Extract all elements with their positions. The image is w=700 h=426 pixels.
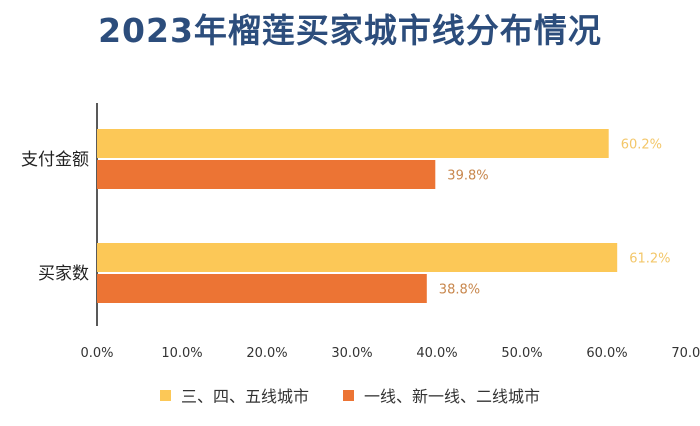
data-label-0-1: 39.8%: [447, 169, 488, 184]
legend-item-tier12: 一线、新一线、二线城市: [343, 383, 540, 407]
x-tick-label-2: 20.0%: [246, 346, 287, 361]
legend-label-tier345: 三、四、五线城市: [180, 387, 309, 406]
data-label-1-0: 61.2%: [629, 252, 670, 267]
x-tick-label-4: 40.0%: [416, 346, 457, 361]
x-tick-label-3: 30.0%: [331, 346, 372, 361]
bar-1-0: [97, 243, 618, 272]
x-tick-label-5: 50.0%: [501, 346, 542, 361]
category-label-1: 买家数: [38, 264, 89, 284]
category-label-0: 支付金额: [21, 150, 89, 170]
bar-1-1: [97, 274, 427, 303]
legend-label-tier12: 一线、新一线、二线城市: [364, 387, 541, 406]
x-tick-label-6: 60.0%: [586, 346, 627, 361]
legend: 三、四、五线城市 一线、新一线、二线城市: [0, 383, 700, 407]
data-label-0-0: 60.2%: [621, 138, 662, 153]
data-label-1-1: 38.8%: [439, 283, 480, 298]
legend-swatch-tier345: [159, 389, 171, 401]
x-tick-label-0: 0.0%: [80, 346, 113, 361]
x-tick-label-1: 10.0%: [161, 346, 202, 361]
chart-title: 2023年榴莲买家城市线分布情况: [98, 11, 602, 50]
legend-swatch-tier12: [343, 389, 354, 401]
x-tick-label-7: 70.0%: [671, 346, 700, 361]
bar-0-1: [97, 160, 436, 189]
legend-item-tier345: 三、四、五线城市: [159, 383, 309, 407]
bar-0-0: [97, 129, 609, 158]
